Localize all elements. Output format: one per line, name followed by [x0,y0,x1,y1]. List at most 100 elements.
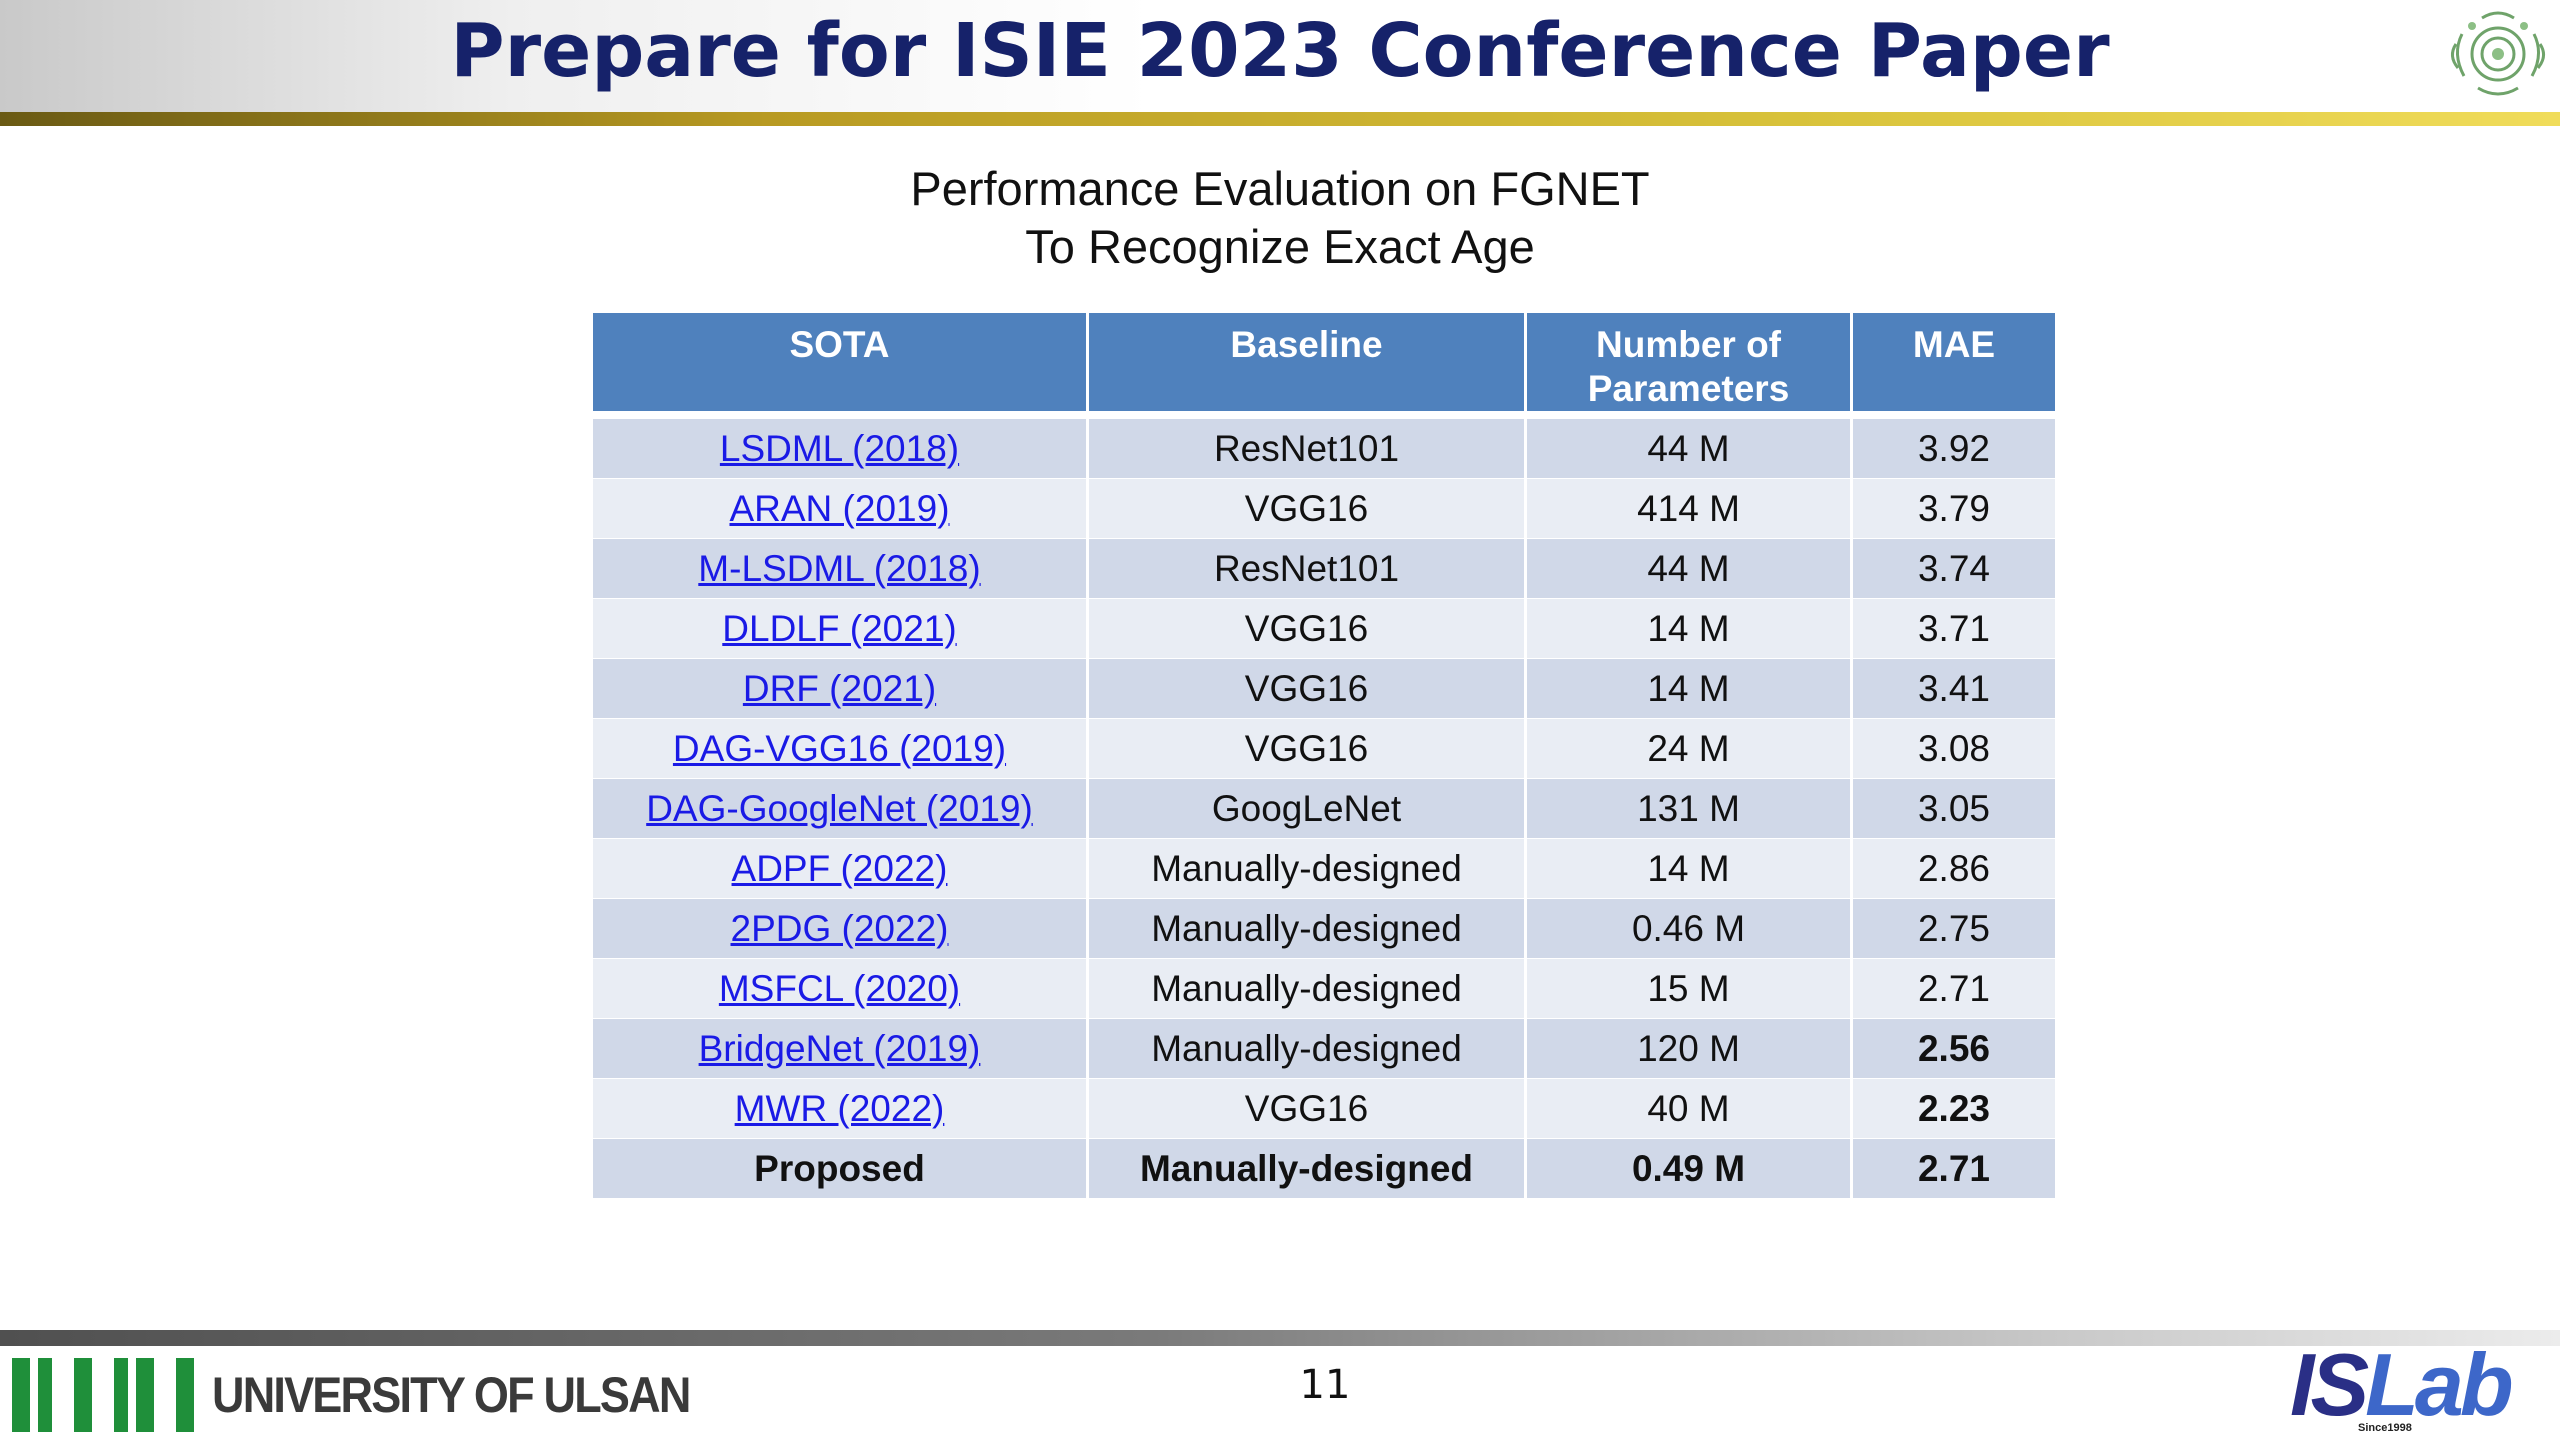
table-subtitle: Performance Evaluation on FGNET To Recog… [0,160,2560,276]
table-row: 2PDG (2022) Manually-designed 0.46 M 2.75 [593,899,2055,959]
mae-cell-text: 3.71 [1917,607,1990,649]
sota-link[interactable]: DAG-VGG16 (2019) [672,727,1007,769]
params-cell: 44 M [1527,539,1853,599]
ulsan-bars-logo [12,1358,194,1432]
mae-cell: 3.79 [1853,479,2055,539]
baseline-cell-text: VGG16 [1244,1087,1369,1129]
params-cell: 120 M [1527,1019,1853,1079]
mae-cell: 2.71 [1853,959,2055,1019]
university-logo: UNIVERSITY OF ULSAN [12,1355,743,1435]
sota-link[interactable]: 2PDG (2022) [730,907,949,949]
mae-cell: 2.75 [1853,899,2055,959]
proposed-mae-cell: 2.71 [1853,1139,2055,1199]
params-cell-text: 131 M [1637,787,1740,829]
sota-cell: BridgeNet (2019) [593,1019,1089,1079]
params-cell-text: 44 M [1647,427,1730,469]
slide-title: Prepare for ISIE 2023 Conference Paper [450,8,2110,94]
table-row: MWR (2022) VGG16 40 M 2.23 [593,1079,2055,1139]
params-cell: 131 M [1527,779,1853,839]
mae-cell: 2.86 [1853,839,2055,899]
header-params-line-2: Parameters [1587,368,1790,409]
params-cell: 0.46 M [1527,899,1853,959]
sota-link[interactable]: BridgeNet (2019) [698,1027,981,1069]
baseline-cell: Manually-designed [1089,899,1527,959]
baseline-cell-text: ResNet101 [1213,427,1400,469]
mae-cell: 3.08 [1853,719,2055,779]
mae-cell: 2.56 [1853,1019,2055,1079]
islab-lab-text: Lab [2365,1335,2513,1434]
table-header-row: SOTA Baseline Number of Parameters MAE [593,313,2055,419]
params-cell-text: 15 M [1647,967,1730,1009]
baseline-cell: VGG16 [1089,479,1527,539]
sota-cell: ADPF (2022) [593,839,1089,899]
mae-cell-text: 2.23 [1917,1087,1990,1129]
sota-cell: 2PDG (2022) [593,899,1089,959]
sota-link[interactable]: ADPF (2022) [731,847,948,889]
sota-link[interactable]: DAG-GoogleNet (2019) [646,787,1033,829]
baseline-cell: VGG16 [1089,659,1527,719]
page-number: 11 [1299,1362,1351,1408]
sota-link[interactable]: DRF (2021) [742,667,937,709]
table-row: DRF (2021) VGG16 14 M 3.41 [593,659,2055,719]
sota-link[interactable]: ARAN (2019) [729,487,950,529]
baseline-cell-text: GoogLeNet [1211,787,1402,829]
sota-link[interactable]: DLDLF (2021) [722,607,957,649]
islab-tagline: Since1998 [2358,1422,2412,1434]
mae-cell-text: 3.08 [1917,727,1990,769]
islab-wordmark: ISLab [2290,1340,2514,1430]
baseline-cell: Manually-designed [1089,959,1527,1019]
proposed-params-cell-text: 0.49 M [1631,1147,1746,1189]
sota-cell: MWR (2022) [593,1079,1089,1139]
baseline-cell: VGG16 [1089,1079,1527,1139]
params-cell-text: 120 M [1637,1027,1740,1069]
university-name: UNIVERSITY OF ULSAN [212,1367,691,1423]
baseline-cell: GoogLeNet [1089,779,1527,839]
proposed-sota-cell-text: Proposed [754,1147,925,1189]
params-cell: 40 M [1527,1079,1853,1139]
mae-cell-text: 2.56 [1917,1027,1990,1069]
footer-divider [0,1330,2560,1346]
params-cell: 414 M [1527,479,1853,539]
mae-cell: 3.41 [1853,659,2055,719]
sota-cell: DAG-VGG16 (2019) [593,719,1089,779]
proposed-baseline-cell: Manually-designed [1089,1139,1527,1199]
params-cell-text: 14 M [1647,607,1730,649]
table-row: BridgeNet (2019) Manually-designed 120 M 2.… [593,1019,2055,1079]
results-table: SOTA Baseline Number of Parameters MAE L… [593,313,2055,1199]
sota-cell: MSFCL (2020) [593,959,1089,1019]
sota-link[interactable]: LSDML (2018) [719,427,960,469]
params-cell-text: 14 M [1647,667,1730,709]
mae-cell: 3.71 [1853,599,2055,659]
mae-cell-text: 2.75 [1917,907,1990,949]
baseline-cell: VGG16 [1089,599,1527,659]
mae-cell: 2.23 [1853,1079,2055,1139]
params-cell: 44 M [1527,419,1853,479]
table-row: LSDML (2018) ResNet101 44 M 3.92 [593,419,2055,479]
sota-link[interactable]: MSFCL (2020) [718,967,961,1009]
sota-link[interactable]: M-LSDML (2018) [698,547,981,589]
table-row: M-LSDML (2018) ResNet101 44 M 3.74 [593,539,2055,599]
sota-cell: DRF (2021) [593,659,1089,719]
table-row: DLDLF (2021) VGG16 14 M 3.71 [593,599,2055,659]
islab-is-text: IS [2290,1335,2369,1434]
header-baseline: Baseline [1089,313,1527,419]
params-cell: 15 M [1527,959,1853,1019]
proposed-baseline-cell-text: Manually-designed [1139,1147,1474,1189]
slide-header [0,0,2560,112]
mae-cell: 3.05 [1853,779,2055,839]
header-sota: SOTA [593,313,1089,419]
params-cell: 14 M [1527,599,1853,659]
sota-cell: M-LSDML (2018) [593,539,1089,599]
sota-link[interactable]: MWR (2022) [734,1087,945,1129]
subtitle-line-1: Performance Evaluation on FGNET [910,162,1650,215]
sota-cell: DAG-GoogleNet (2019) [593,779,1089,839]
baseline-cell-text: VGG16 [1244,667,1369,709]
baseline-cell: ResNet101 [1089,419,1527,479]
baseline-cell: Manually-designed [1089,839,1527,899]
table-body: LSDML (2018) ResNet101 44 M 3.92 ARAN (2019)… [593,419,2055,1199]
mae-cell-text: 2.86 [1917,847,1990,889]
proposed-params-cell: 0.49 M [1527,1139,1853,1199]
table-row: ARAN (2019) VGG16 414 M 3.79 [593,479,2055,539]
baseline-cell-text: VGG16 [1244,607,1369,649]
header-params: Number of Parameters [1527,313,1853,419]
